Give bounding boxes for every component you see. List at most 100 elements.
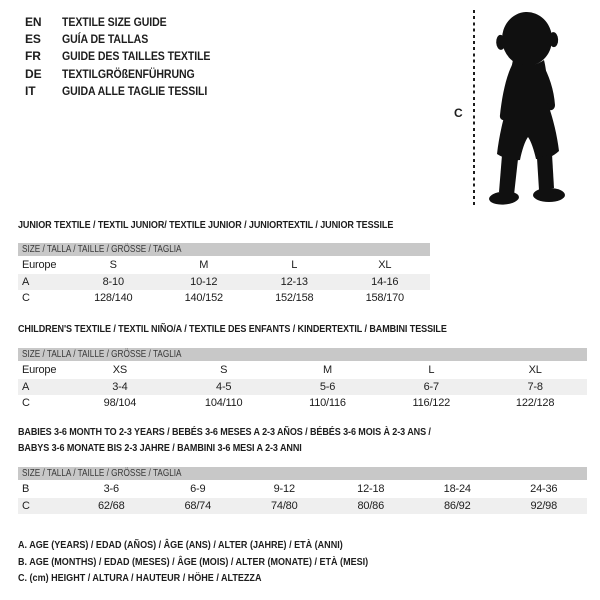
section-title-text: BABYS 3-6 MONATE BIS 2-3 JAHRE / BAMBINI… [18, 442, 302, 454]
lang-row-de: DE TEXTILGRÖßENFÜHRUNG [25, 66, 231, 83]
table-row: C 62/68 68/74 74/80 80/86 86/92 92/98 [18, 498, 587, 514]
size-band-label: SIZE / TALLA / TAILLE / GRÖSSE / TAGLIA [22, 349, 182, 360]
row-label: Europe [22, 364, 57, 376]
row-label: Europe [22, 259, 57, 271]
lang-label: GUIDE DES TAILLES TEXTILE [62, 49, 211, 64]
measure-c-label: C [454, 106, 463, 120]
language-guide-list: EN TEXTILE SIZE GUIDE ES GUÍA DE TALLAS … [25, 14, 231, 100]
table-cell: 158/170 [365, 292, 405, 304]
table-row: C 128/140 140/152 152/158 158/170 [18, 290, 430, 306]
table-row: Europe XS S M L XL [18, 362, 587, 379]
table-cell: 122/128 [515, 397, 555, 409]
table-cell: 104/110 [204, 397, 243, 409]
lang-row-es: ES GUÍA DE TALLAS [25, 31, 231, 48]
lang-label: TEXTILE SIZE GUIDE [62, 15, 167, 29]
size-table: Europe XS S M L XL A 3-4 4-5 5-6 6-7 7-8 C 98/104 104/… [18, 362, 587, 411]
table-cell: XL [528, 364, 542, 376]
table-cell: 62/68 [97, 500, 125, 512]
table-cell: 74/80 [270, 500, 298, 512]
lang-label: GUIDA ALLE TAGLIE TESSILI [62, 83, 208, 98]
table-cell: 18-24 [443, 483, 471, 495]
table-cell: L [428, 364, 435, 376]
section-title-babies-line1: BABIES 3-6 MONTH TO 2-3 YEARS / BEBÉS 3-… [18, 424, 587, 440]
row-label: C [22, 397, 30, 409]
babies-size-table: SIZE / TALLA / TAILLE / GRÖSSE / TAGLIA B… [18, 467, 587, 514]
table-cell: 5-6 [319, 381, 336, 393]
table-row: B 3-6 6-9 9-12 12-18 18-24 24-36 [18, 481, 587, 498]
table-cell: XS [112, 364, 128, 376]
table-cell: L [291, 259, 298, 271]
table-cell: 80/86 [357, 500, 385, 512]
section-title-text: CHILDREN'S TEXTILE / TEXTIL NIÑO/A / TEX… [18, 323, 447, 335]
table-cell: 3-4 [112, 381, 128, 393]
junior-textile-section: JUNIOR TEXTILE / TEXTIL JUNIOR/ TEXTILE … [18, 217, 430, 306]
section-title-junior: JUNIOR TEXTILE / TEXTIL JUNIOR/ TEXTILE … [18, 217, 430, 233]
footnote-text: A. AGE (YEARS) / EDAD (AÑOS) / ÂGE (ANS)… [18, 539, 343, 551]
lang-row-it: IT GUIDA ALLE TAGLIE TESSILI [25, 83, 231, 100]
size-table: Europe S M L XL A 8-10 10-12 12-13 14-16 C 128/140 1… [18, 257, 430, 306]
table-cell: 8-10 [102, 276, 124, 288]
size-band-label: SIZE / TALLA / TAILLE / GRÖSSE / TAGLIA [22, 244, 182, 255]
table-cell: 9-12 [273, 483, 295, 495]
table-cell: 86/92 [443, 500, 471, 512]
table-cell: S [220, 364, 228, 376]
section-title-text: BABIES 3-6 MONTH TO 2-3 YEARS / BEBÉS 3-… [18, 426, 431, 438]
section-title-children: CHILDREN'S TEXTILE / TEXTIL NIÑO/A / TEX… [18, 321, 587, 337]
table-cell: 3-6 [103, 483, 120, 495]
table-cell: M [323, 364, 332, 376]
table-cell: 12-18 [357, 483, 385, 495]
footnote-c: C. (cm) HEIGHT / ALTURA / HAUTEUR / HÖHE… [18, 570, 425, 587]
section-title-text: JUNIOR TEXTILE / TEXTIL JUNIOR/ TEXTILE … [18, 219, 394, 231]
footnotes: A. AGE (YEARS) / EDAD (AÑOS) / ÂGE (ANS)… [18, 537, 425, 587]
table-cell: 140/152 [184, 292, 224, 304]
table-cell: 152/158 [275, 292, 314, 304]
table-row: Europe S M L XL [18, 257, 430, 274]
table-cell: 7-8 [527, 381, 543, 393]
table-cell: 128/140 [94, 292, 133, 304]
table-cell: 10-12 [190, 276, 218, 288]
row-label: A [22, 276, 30, 288]
size-table: B 3-6 6-9 9-12 12-18 18-24 24-36 C 62/68 68/74 74/… [18, 481, 587, 514]
footnote-text: C. (cm) HEIGHT / ALTURA / HAUTEUR / HÖHE… [18, 572, 262, 584]
lang-row-en: EN TEXTILE SIZE GUIDE [25, 14, 231, 31]
lang-code: DE [25, 66, 42, 81]
size-band: SIZE / TALLA / TAILLE / GRÖSSE / TAGLIA [18, 467, 587, 480]
row-label: B [22, 483, 30, 495]
toddler-silhouette-icon [489, 12, 565, 205]
lang-label: TEXTILGRÖßENFÜHRUNG [62, 66, 195, 81]
table-row: A 8-10 10-12 12-13 14-16 [18, 274, 430, 290]
row-label: A [22, 381, 30, 393]
row-label: C [22, 500, 30, 512]
lang-code: EN [25, 15, 42, 29]
row-label: C [22, 292, 30, 304]
footnote-b: B. AGE (MONTHS) / EDAD (MESES) / ÂGE (MO… [18, 554, 425, 571]
table-cell: M [199, 259, 209, 271]
footnote-a: A. AGE (YEARS) / EDAD (AÑOS) / ÂGE (ANS)… [18, 537, 425, 554]
table-row: A 3-4 4-5 5-6 6-7 7-8 [18, 379, 587, 395]
table-cell: 98/104 [103, 397, 137, 409]
table-cell: 4-5 [216, 381, 232, 393]
lang-code: ES [25, 32, 41, 47]
size-band: SIZE / TALLA / TAILLE / GRÖSSE / TAGLIA [18, 348, 587, 361]
lang-label: GUÍA DE TALLAS [62, 32, 149, 47]
babies-textile-section: BABIES 3-6 MONTH TO 2-3 YEARS / BEBÉS 3-… [18, 424, 587, 514]
table-cell: XL [378, 259, 392, 271]
table-cell: 6-7 [423, 381, 440, 393]
height-dashed-line [473, 10, 475, 206]
size-band: SIZE / TALLA / TAILLE / GRÖSSE / TAGLIA [18, 243, 430, 256]
height-measure-figure: C [450, 8, 590, 213]
table-cell: S [109, 259, 117, 271]
table-cell: 68/74 [184, 500, 212, 512]
table-row: C 98/104 104/110 110/116 116/122 122/128 [18, 395, 587, 411]
table-cell: 24-36 [530, 483, 558, 495]
table-cell: 6-9 [190, 483, 206, 495]
table-cell: 92/98 [530, 500, 558, 512]
section-title-babies-line2: BABYS 3-6 MONATE BIS 2-3 JAHRE / BAMBINI… [18, 440, 587, 456]
children-size-table: SIZE / TALLA / TAILLE / GRÖSSE / TAGLIA E… [18, 348, 587, 411]
junior-size-table: SIZE / TALLA / TAILLE / GRÖSSE / TAGLIA E… [18, 243, 430, 306]
table-cell: 12-13 [280, 276, 308, 288]
children-textile-section: CHILDREN'S TEXTILE / TEXTIL NIÑO/A / TEX… [18, 321, 587, 411]
table-cell: 116/122 [412, 397, 451, 409]
footnote-text: B. AGE (MONTHS) / EDAD (MESES) / ÂGE (MO… [18, 555, 369, 568]
table-cell: 14-16 [371, 276, 399, 288]
